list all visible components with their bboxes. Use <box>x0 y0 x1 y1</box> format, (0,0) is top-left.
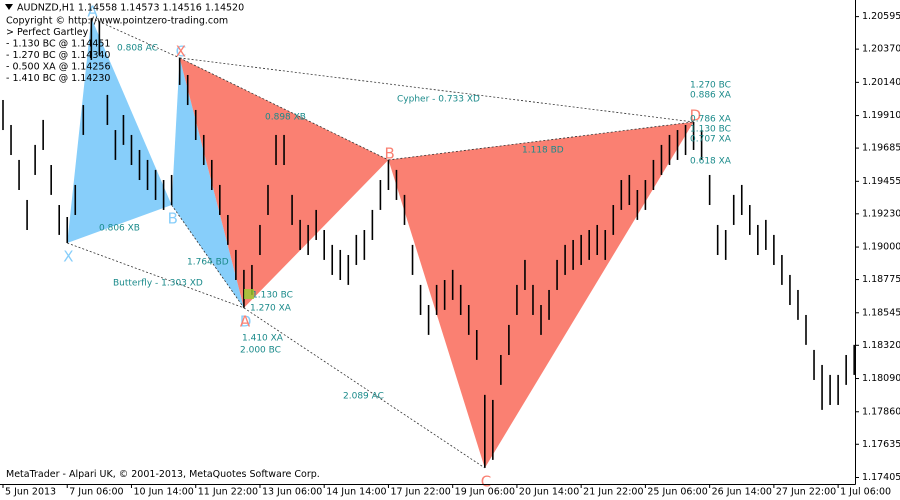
annotation: 0.618 XA <box>690 157 732 167</box>
pattern-triangle <box>388 121 694 468</box>
x-tick-label: 5 Jun 2013 <box>5 487 56 498</box>
y-tick-label: 1.18775 <box>862 274 900 285</box>
ratio-line <box>243 307 486 469</box>
ratio-line <box>179 57 389 161</box>
pattern-point-label: D <box>690 106 702 124</box>
annotation: 0.707 XA <box>690 135 732 145</box>
annotation: 1.130 BC <box>690 125 731 135</box>
header-line: - 1.270 BC @ 1.14340 <box>6 50 110 61</box>
y-tick-label: 1.18545 <box>862 307 900 318</box>
annotation: Cypher - 0.733 XD <box>397 95 480 105</box>
y-tick-label: 1.17860 <box>862 406 900 417</box>
footer: MetaTrader - Alpari UK, © 2001-2013, Met… <box>6 469 320 480</box>
x-tick-label: 13 Jun 06:00 <box>262 487 322 498</box>
y-tick-label: 1.18090 <box>862 373 900 384</box>
pattern-point-label: X <box>176 42 186 60</box>
x-tick-label: 21 Jun 22:00 <box>583 487 643 498</box>
annotation: 1.118 BD <box>522 146 564 156</box>
x-tick-label: 17 Jun 22:00 <box>390 487 450 498</box>
annotation: 1.270 BC <box>690 81 731 91</box>
annotation: 2.000 BC <box>240 346 281 356</box>
y-tick-label: 1.19685 <box>862 143 900 154</box>
ratio-line <box>67 242 245 309</box>
x-tick-label: 26 Jun 14:00 <box>712 487 772 498</box>
y-tick-label: 1.20370 <box>862 44 900 55</box>
x-tick-label: 10 Jun 14:00 <box>133 487 193 498</box>
annotation: 0.886 XA <box>690 91 732 101</box>
header-line: - 1.410 BC @ 1.14230 <box>6 73 110 84</box>
annotation: 1.764 BD <box>187 258 229 268</box>
x-tick-label: 11 Jun 22:00 <box>198 487 258 498</box>
header-line: - 0.500 XA @ 1.14256 <box>6 62 111 73</box>
y-tick-label: 1.18320 <box>862 340 900 351</box>
annotation: 1.410 XA <box>242 334 284 344</box>
pattern-point-label: C <box>176 42 186 60</box>
x-tick-label: 7 Jun 06:00 <box>69 487 123 498</box>
annotation: Butterfly - 1.303 XD <box>113 279 203 289</box>
y-tick-label: 1.17405 <box>862 472 900 483</box>
pattern-layer <box>67 18 694 468</box>
annotation: 2.089 AC <box>343 392 384 402</box>
header-line: - 1.130 BC @ 1.14451 <box>6 39 110 50</box>
marker-box <box>244 289 254 299</box>
overlay-layer: X A B C D X A B C D 0.808 AC 0.898 XB Cypher - 0.733… <box>63 3 732 491</box>
symbol-arrow <box>5 4 13 10</box>
pattern-point-label: D <box>240 312 252 330</box>
annotation: 0.808 AC <box>117 44 158 54</box>
pattern-point-label: A <box>240 312 251 330</box>
y-tick-label: 1.20140 <box>862 77 900 88</box>
pattern-point-label: C <box>481 472 491 490</box>
bar-layer <box>2 18 855 468</box>
annotation: 0.806 XB <box>99 224 140 234</box>
x-tick-label: 19 Jun 06:00 <box>455 487 515 498</box>
pattern-triangle <box>67 18 172 244</box>
header-line: Copyright © http://www.pointzero-trading… <box>6 16 228 27</box>
chart-title: AUDNZD,H1 1.14558 1.14573 1.14516 1.1452… <box>17 3 244 14</box>
annotation: 0.898 XB <box>265 113 306 123</box>
pattern-point-label: X <box>63 248 73 266</box>
pattern-point-label: B <box>168 210 178 228</box>
pattern-triangle <box>179 57 389 308</box>
header-line: > Perfect Gartley <box>6 27 89 38</box>
annotation: 0.786 XA <box>690 115 732 125</box>
pattern-point-label: A <box>87 3 98 21</box>
x-tick-label: 20 Jun 14:00 <box>519 487 579 498</box>
annotation: 1.270 XA <box>250 304 292 314</box>
y-tick-label: 1.19455 <box>862 176 900 187</box>
y-tick-label: 1.19000 <box>862 242 900 253</box>
y-tick-label: 1.17635 <box>862 439 900 450</box>
y-tick-label: 1.20595 <box>862 11 900 22</box>
pattern-point-label: B <box>384 144 394 162</box>
pattern-triangle <box>171 57 244 308</box>
x-tick-label: 1 Jul 06:00 <box>840 487 891 498</box>
y-tick-label: 1.19230 <box>862 208 900 219</box>
ratio-line <box>388 121 694 161</box>
x-tick-label: 27 Jun 22:00 <box>776 487 836 498</box>
x-tick-label: 25 Jun 06:00 <box>647 487 707 498</box>
annotation: 1.130 BC <box>252 291 293 301</box>
ratio-line <box>171 204 245 309</box>
x-tick-label: 14 Jun 14:00 <box>326 487 386 498</box>
ratio-line <box>91 17 180 59</box>
y-tick-label: 1.19910 <box>862 110 900 121</box>
